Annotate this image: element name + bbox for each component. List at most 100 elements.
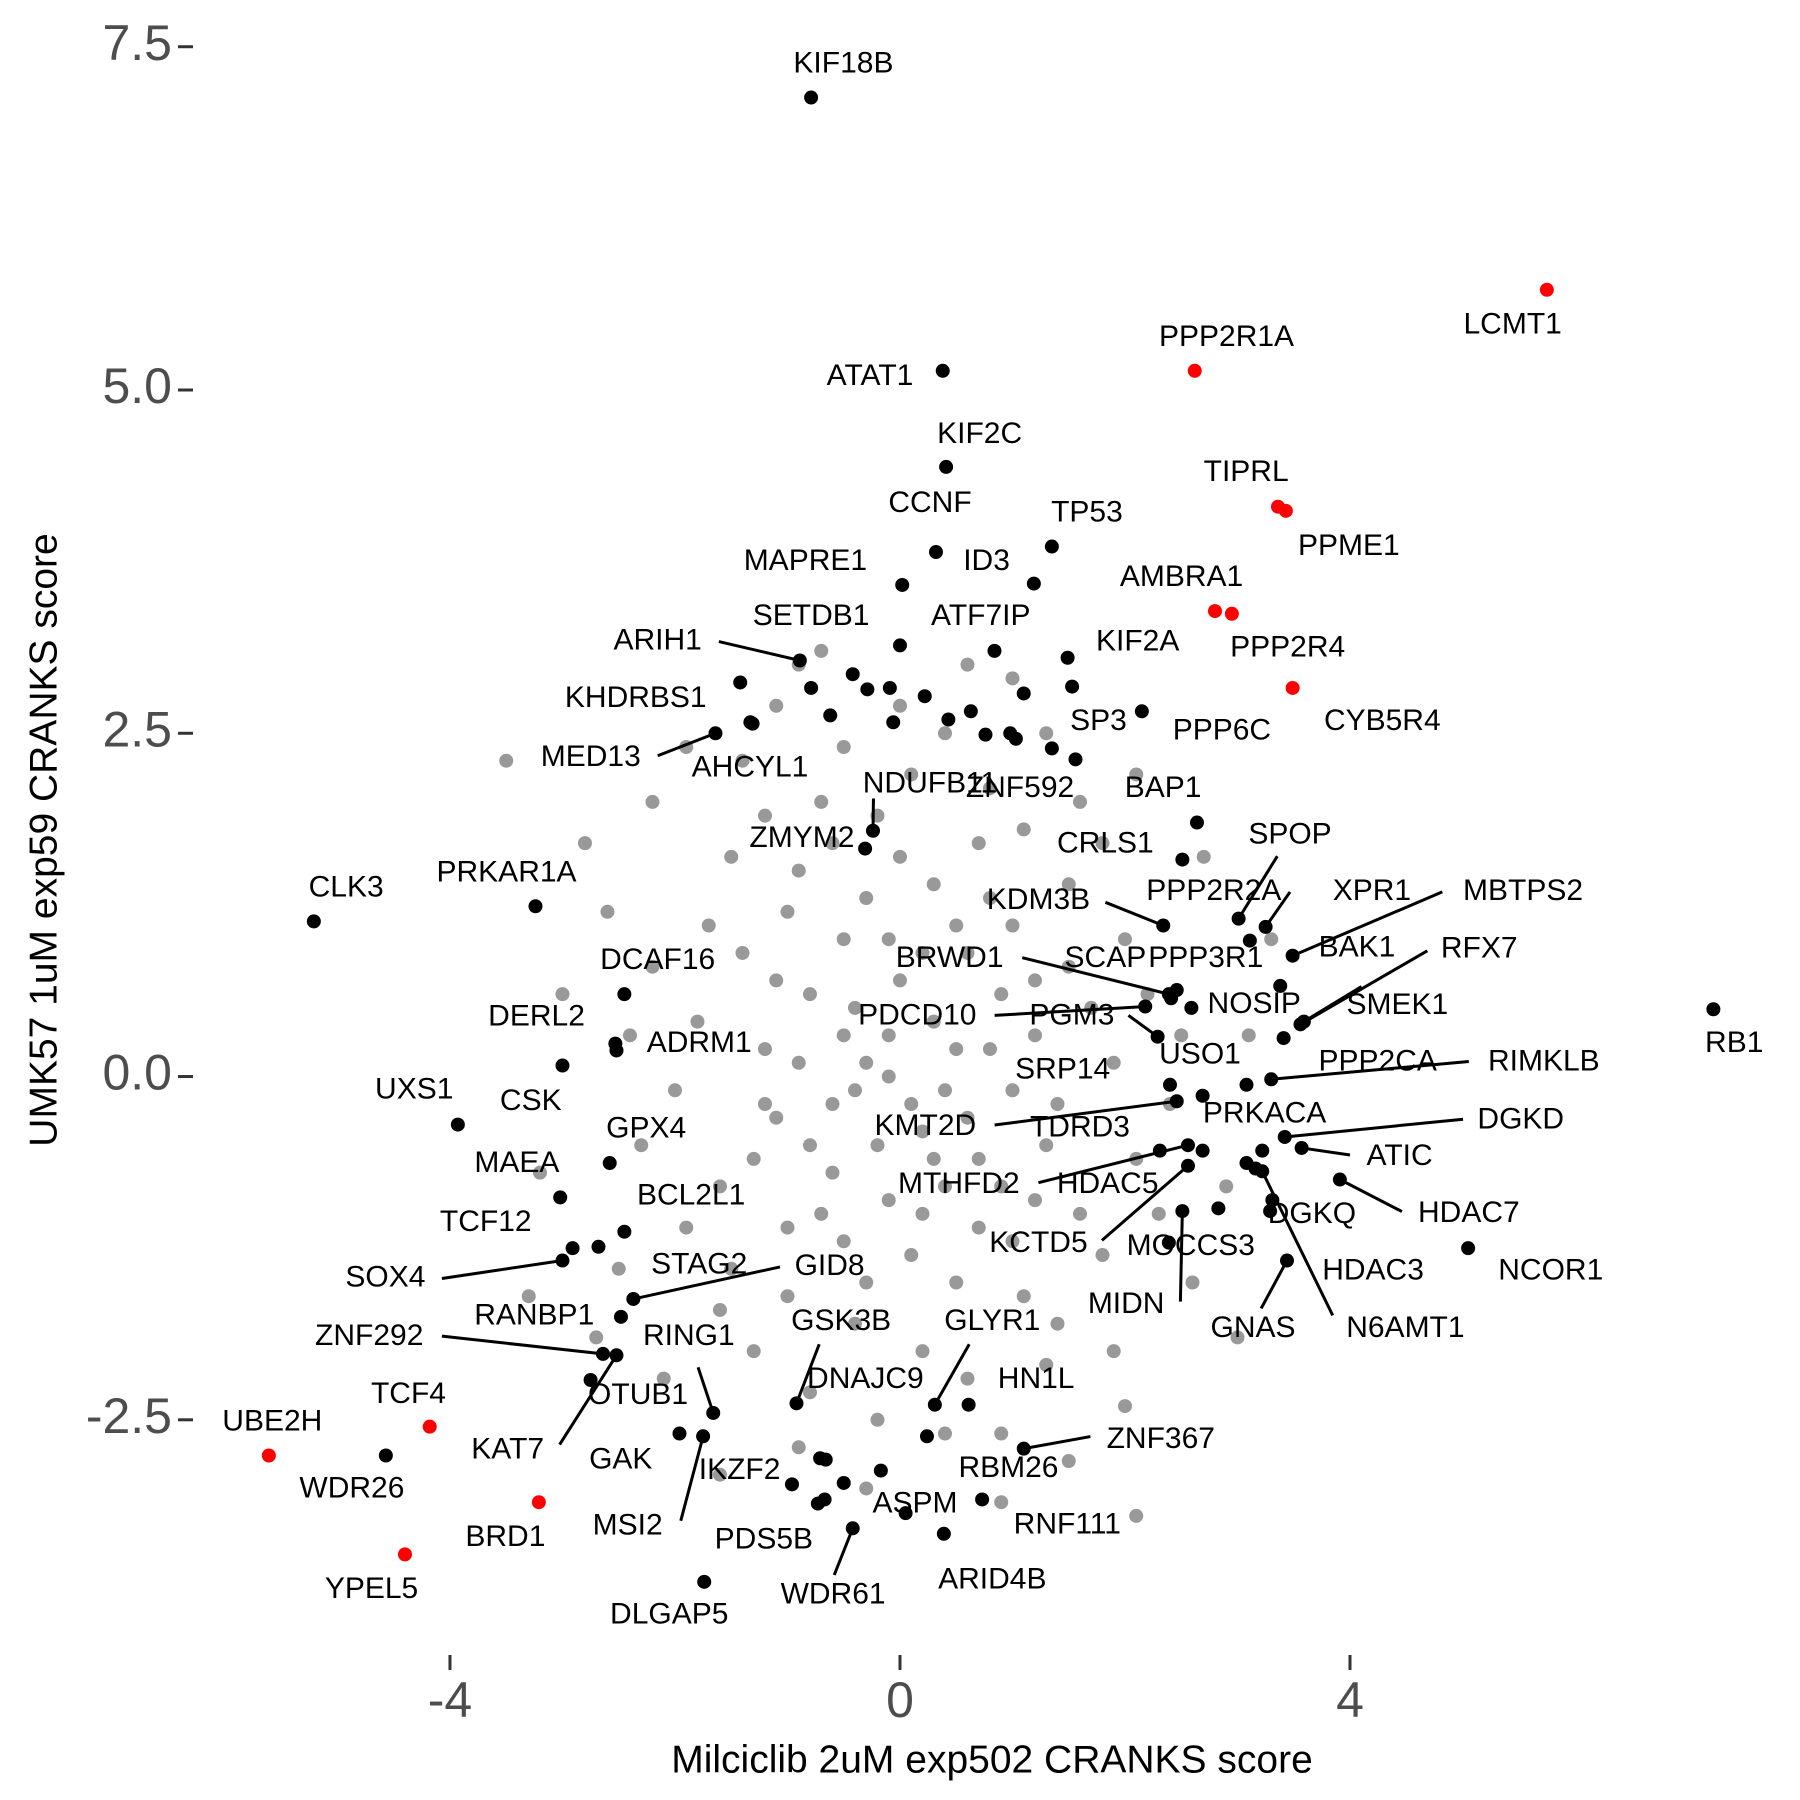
background-point (1095, 1248, 1110, 1263)
labeled-point (919, 1429, 934, 1444)
point-label: ZMYM2 (749, 821, 854, 854)
background-point (780, 1289, 795, 1304)
point-label: SP3 (1070, 704, 1127, 737)
background-point (926, 1014, 941, 1029)
background-point (791, 1055, 806, 1070)
point-label: RFX7 (1441, 932, 1518, 965)
labeled-point (595, 1346, 610, 1361)
labeled-point (1539, 282, 1554, 297)
background-point (791, 1440, 806, 1455)
leader-line (1100, 1164, 1189, 1242)
background-point (757, 1042, 772, 1057)
background-point (746, 1344, 761, 1359)
labeled-point (450, 1117, 465, 1132)
point-label: KMT2D (875, 1109, 977, 1142)
point-label: RNF111 (1014, 1507, 1121, 1540)
point-label: YPEL5 (325, 1572, 418, 1605)
point-label: PPP3R1 (1148, 941, 1263, 974)
point-label: DGKQ (1268, 1197, 1356, 1230)
background-point (836, 932, 851, 947)
background-point (937, 726, 952, 741)
background-point (712, 1302, 727, 1317)
point-label: TCF4 (371, 1377, 446, 1410)
background-point (881, 1028, 896, 1043)
background-point (645, 959, 660, 974)
background-point (994, 987, 1009, 1002)
labeled-point (1065, 679, 1080, 694)
labeled-point (789, 1396, 804, 1411)
labeled-point (1175, 1204, 1190, 1219)
background-point (532, 1165, 547, 1180)
point-label: PPP2R1A (1159, 320, 1294, 353)
labeled-point (378, 1448, 393, 1463)
background-point (1050, 1316, 1065, 1331)
background-point (611, 1261, 626, 1276)
background-point (735, 945, 750, 960)
hit-point (1211, 1201, 1226, 1216)
leader-line (1303, 985, 1363, 1023)
labeled-point (1277, 1129, 1292, 1144)
labeled-point (927, 1397, 942, 1412)
hit-point (845, 667, 860, 682)
labeled-point (1239, 1077, 1254, 1092)
point-label: PRKAR1A (437, 855, 577, 888)
y-tick-label: 5.0 (102, 358, 172, 414)
point-label: TIPRL (1204, 455, 1289, 488)
hit-point (860, 682, 875, 697)
labeled-point (306, 914, 321, 929)
leader-line (994, 1005, 1146, 1017)
background-point (802, 1138, 817, 1153)
point-label: SOX4 (345, 1260, 425, 1293)
background-point (1050, 1097, 1065, 1111)
point-label: KDM3B (987, 883, 1090, 916)
point-label: RBM26 (958, 1451, 1058, 1484)
background-point (971, 836, 986, 851)
labeled-point (617, 987, 632, 1002)
point-label: KIF2C (937, 417, 1022, 450)
background-point (1061, 877, 1076, 892)
labeled-point (672, 1426, 687, 1441)
labeled-point (936, 1526, 951, 1541)
background-point (1129, 1508, 1144, 1523)
leader-line (1339, 1178, 1403, 1213)
labeled-point (865, 823, 880, 838)
point-label: ARID4B (938, 1563, 1046, 1596)
labeled-point (1164, 991, 1179, 1006)
labeled-point (1273, 978, 1288, 993)
point-label: GPX4 (606, 1112, 686, 1145)
labeled-point (1150, 1029, 1165, 1044)
background-point (1230, 1330, 1245, 1345)
labeled-point (1461, 1241, 1476, 1256)
leader-line (994, 1099, 1177, 1127)
background-point (1039, 726, 1054, 741)
background-point (892, 973, 907, 988)
point-label: RIMKLB (1488, 1045, 1600, 1078)
labeled-point (1285, 948, 1300, 963)
x-tick-label: 4 (1336, 1672, 1364, 1728)
background-point (836, 1028, 851, 1043)
labeled-point (609, 1348, 624, 1363)
background-point (667, 1083, 682, 1098)
labeled-point (1278, 503, 1293, 518)
background-point (1151, 1206, 1166, 1221)
point-label: TP53 (1051, 495, 1123, 528)
labeled-point (939, 459, 954, 474)
point-label: N6AMT1 (1346, 1311, 1464, 1344)
background-point (1005, 918, 1020, 933)
labeled-point (961, 1397, 976, 1412)
labeled-point (613, 1309, 628, 1324)
labeled-point (1706, 1002, 1721, 1017)
labeled-point (555, 1253, 570, 1268)
point-label: BCL2L1 (637, 1178, 745, 1211)
point-label: CLK3 (309, 870, 384, 903)
background-point (971, 1151, 986, 1166)
labeled-point (1044, 539, 1059, 554)
point-label: CRLS1 (1057, 827, 1154, 860)
background-point (769, 1110, 784, 1125)
background-point (679, 1220, 694, 1235)
background-point (904, 1097, 919, 1111)
background-point (701, 918, 716, 933)
point-label: RING1 (643, 1319, 735, 1352)
y-tick-label: 0.0 (102, 1045, 172, 1101)
labeled-point (626, 1291, 641, 1306)
